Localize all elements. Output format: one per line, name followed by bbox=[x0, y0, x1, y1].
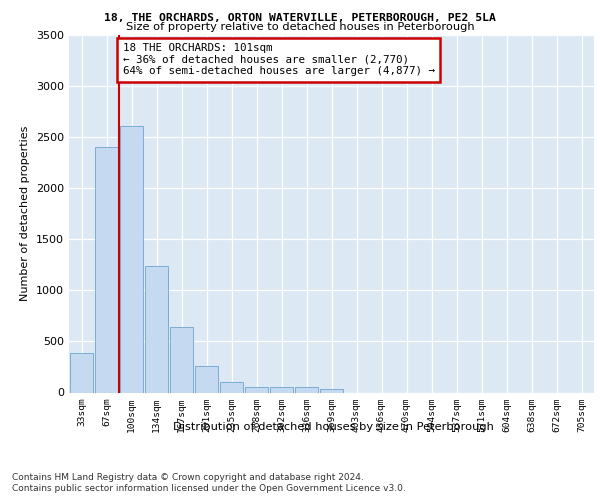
Bar bbox=[220, 382, 244, 392]
Bar bbox=[269, 386, 293, 392]
Bar bbox=[145, 266, 169, 392]
Text: 18 THE ORCHARDS: 101sqm
← 36% of detached houses are smaller (2,770)
64% of semi: 18 THE ORCHARDS: 101sqm ← 36% of detache… bbox=[123, 43, 435, 76]
Bar bbox=[194, 366, 218, 392]
Text: Contains public sector information licensed under the Open Government Licence v3: Contains public sector information licen… bbox=[12, 484, 406, 493]
Bar bbox=[170, 327, 193, 392]
Bar bbox=[295, 388, 319, 392]
Text: Contains HM Land Registry data © Crown copyright and database right 2024.: Contains HM Land Registry data © Crown c… bbox=[12, 472, 364, 482]
Text: Size of property relative to detached houses in Peterborough: Size of property relative to detached ho… bbox=[125, 22, 475, 32]
Y-axis label: Number of detached properties: Number of detached properties bbox=[20, 126, 31, 302]
Bar bbox=[95, 148, 118, 392]
Text: Distribution of detached houses by size in Peterborough: Distribution of detached houses by size … bbox=[173, 422, 493, 432]
Bar bbox=[119, 126, 143, 392]
Text: 18, THE ORCHARDS, ORTON WATERVILLE, PETERBOROUGH, PE2 5LA: 18, THE ORCHARDS, ORTON WATERVILLE, PETE… bbox=[104, 12, 496, 22]
Bar bbox=[320, 390, 343, 392]
Bar bbox=[70, 352, 94, 393]
Bar bbox=[245, 386, 268, 392]
